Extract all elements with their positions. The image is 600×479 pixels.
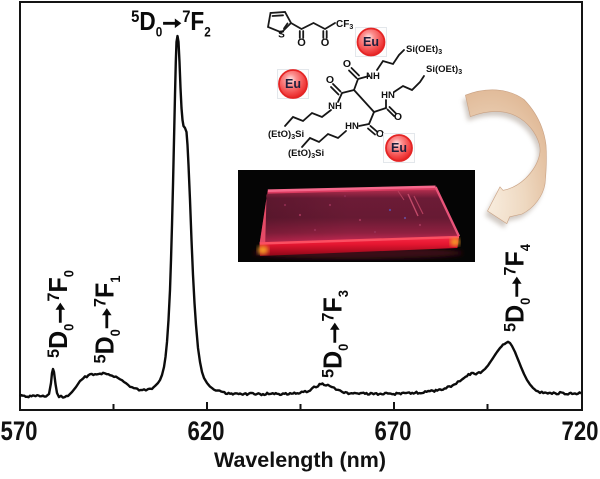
- svg-text:Eu: Eu: [285, 77, 301, 91]
- svg-text:Eu: Eu: [391, 141, 407, 155]
- svg-text:O: O: [394, 111, 402, 123]
- svg-text:7F4: 7F4: [500, 243, 533, 275]
- svg-text:7F0: 7F0: [44, 270, 77, 302]
- svg-text:5D0: 5D0: [90, 329, 123, 363]
- svg-text:NH: NH: [328, 101, 342, 112]
- svg-text:5D0: 5D0: [500, 298, 533, 332]
- svg-text:O: O: [326, 74, 334, 86]
- svg-text:(EtO)3Si: (EtO)3Si: [288, 148, 324, 160]
- svg-text:Eu: Eu: [363, 35, 379, 49]
- svg-text:Si(OEt)3: Si(OEt)3: [426, 64, 462, 76]
- svg-text:S: S: [278, 30, 285, 41]
- svg-text:5D0: 5D0: [131, 8, 162, 40]
- svg-text:O: O: [321, 37, 330, 49]
- svg-text:HN: HN: [345, 121, 359, 132]
- svg-text:620: 620: [188, 416, 225, 446]
- svg-text:NH: NH: [366, 71, 380, 82]
- svg-text:670: 670: [375, 416, 412, 446]
- svg-text:Wavelength (nm): Wavelength (nm): [214, 449, 386, 472]
- svg-text:720: 720: [562, 416, 599, 446]
- svg-text:5D0: 5D0: [318, 344, 351, 378]
- svg-text:HN: HN: [381, 90, 395, 101]
- svg-text:O: O: [297, 37, 306, 49]
- svg-text:7F3: 7F3: [318, 290, 351, 322]
- svg-text:(EtO)3Si: (EtO)3Si: [268, 129, 304, 141]
- svg-text:O: O: [376, 128, 384, 140]
- svg-text:O: O: [343, 58, 351, 70]
- svg-text:5D0: 5D0: [44, 324, 77, 358]
- svg-text:7F2: 7F2: [182, 8, 211, 40]
- svg-text:7F1: 7F1: [90, 276, 123, 308]
- svg-text:570: 570: [1, 416, 38, 446]
- svg-text:CF3: CF3: [336, 19, 353, 31]
- svg-text:Si(OEt)3: Si(OEt)3: [406, 44, 442, 56]
